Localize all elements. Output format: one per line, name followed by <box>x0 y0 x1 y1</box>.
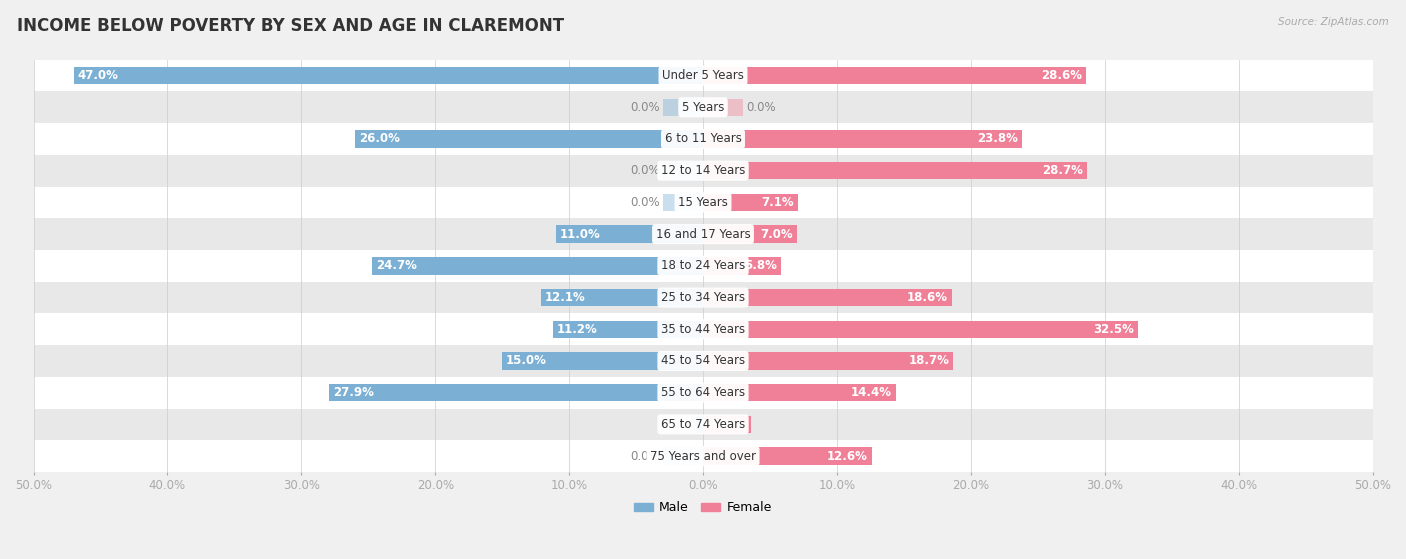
Bar <box>34 282 1372 314</box>
Text: 6 to 11 Years: 6 to 11 Years <box>665 132 741 145</box>
Bar <box>703 193 799 211</box>
Bar <box>662 98 703 116</box>
Bar <box>703 98 744 116</box>
Bar <box>34 377 1372 409</box>
Text: 32.5%: 32.5% <box>1094 323 1135 336</box>
Bar <box>703 289 952 306</box>
Bar <box>703 447 872 465</box>
Text: 15 Years: 15 Years <box>678 196 728 209</box>
Bar <box>696 416 703 433</box>
Text: 0.0%: 0.0% <box>745 101 776 114</box>
Text: 26.0%: 26.0% <box>359 132 399 145</box>
Text: Source: ZipAtlas.com: Source: ZipAtlas.com <box>1278 17 1389 27</box>
Text: 15.0%: 15.0% <box>506 354 547 367</box>
Bar <box>34 187 1372 218</box>
Text: 5.8%: 5.8% <box>744 259 776 272</box>
Text: 23.8%: 23.8% <box>977 132 1018 145</box>
Bar <box>34 409 1372 440</box>
Bar <box>34 314 1372 345</box>
Bar <box>703 416 751 433</box>
Text: 0.0%: 0.0% <box>630 449 661 463</box>
Text: 12.1%: 12.1% <box>546 291 586 304</box>
Text: 18.6%: 18.6% <box>907 291 948 304</box>
Bar <box>703 352 953 369</box>
Text: 16 and 17 Years: 16 and 17 Years <box>655 228 751 240</box>
Bar <box>34 250 1372 282</box>
Text: 75 Years and over: 75 Years and over <box>650 449 756 463</box>
Legend: Male, Female: Male, Female <box>630 496 776 519</box>
Text: 65 to 74 Years: 65 to 74 Years <box>661 418 745 431</box>
Text: 28.7%: 28.7% <box>1042 164 1083 177</box>
Text: INCOME BELOW POVERTY BY SEX AND AGE IN CLAREMONT: INCOME BELOW POVERTY BY SEX AND AGE IN C… <box>17 17 564 35</box>
Text: 14.4%: 14.4% <box>851 386 891 399</box>
Bar <box>502 352 703 369</box>
Text: 27.9%: 27.9% <box>333 386 374 399</box>
Text: 0.0%: 0.0% <box>630 196 661 209</box>
Bar <box>703 320 1139 338</box>
Text: 11.2%: 11.2% <box>557 323 598 336</box>
Text: 18.7%: 18.7% <box>908 354 949 367</box>
Text: Under 5 Years: Under 5 Years <box>662 69 744 82</box>
Bar <box>34 345 1372 377</box>
Bar <box>662 193 703 211</box>
Text: 0.56%: 0.56% <box>700 418 741 431</box>
Bar <box>329 384 703 401</box>
Text: 25 to 34 Years: 25 to 34 Years <box>661 291 745 304</box>
Text: 35 to 44 Years: 35 to 44 Years <box>661 323 745 336</box>
Text: 12 to 14 Years: 12 to 14 Years <box>661 164 745 177</box>
Bar <box>34 440 1372 472</box>
Bar <box>34 155 1372 187</box>
Text: 28.6%: 28.6% <box>1040 69 1083 82</box>
Bar <box>73 67 703 84</box>
Text: 12.6%: 12.6% <box>827 449 868 463</box>
Bar <box>555 225 703 243</box>
Bar <box>703 162 1087 179</box>
Text: 55 to 64 Years: 55 to 64 Years <box>661 386 745 399</box>
Text: 7.0%: 7.0% <box>761 228 793 240</box>
Bar <box>34 92 1372 123</box>
Text: 5 Years: 5 Years <box>682 101 724 114</box>
Text: 0.0%: 0.0% <box>630 164 661 177</box>
Text: 47.0%: 47.0% <box>77 69 118 82</box>
Bar <box>703 67 1085 84</box>
Bar <box>541 289 703 306</box>
Bar <box>703 384 896 401</box>
Text: 7.1%: 7.1% <box>762 196 794 209</box>
Bar <box>703 130 1022 148</box>
Bar <box>662 447 703 465</box>
Bar <box>662 162 703 179</box>
Bar <box>34 218 1372 250</box>
Bar <box>354 130 703 148</box>
Text: 3.6%: 3.6% <box>714 418 747 431</box>
Text: 45 to 54 Years: 45 to 54 Years <box>661 354 745 367</box>
Bar <box>703 225 797 243</box>
Bar <box>34 123 1372 155</box>
Bar <box>373 257 703 274</box>
Bar <box>553 320 703 338</box>
Bar <box>34 60 1372 92</box>
Text: 0.0%: 0.0% <box>630 101 661 114</box>
Text: 18 to 24 Years: 18 to 24 Years <box>661 259 745 272</box>
Bar <box>703 257 780 274</box>
Text: 11.0%: 11.0% <box>560 228 600 240</box>
Text: 24.7%: 24.7% <box>377 259 418 272</box>
